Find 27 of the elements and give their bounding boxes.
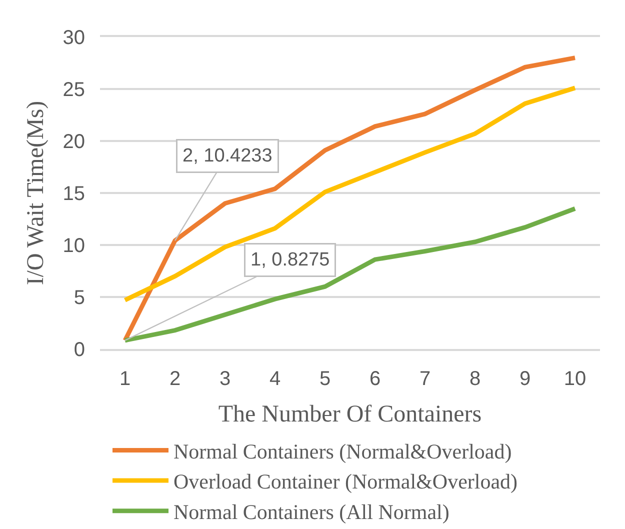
line-series (122, 86, 578, 302)
annotation: 2, 10.4233 (182, 146, 272, 166)
y-tick-label: 10 (62, 235, 85, 257)
x-tick-label: 9 (519, 368, 531, 390)
x-axis-title: The Number Of Containers (218, 402, 482, 428)
x-tick-label: 1 (119, 368, 131, 390)
legend-label: Normal Containers (All Normal) (174, 500, 450, 524)
legend-label: Overload Container (Normal&Overload) (174, 470, 518, 494)
y-axis-title: I/O Wait Time(Ms) (22, 100, 49, 286)
x-tick-label: 5 (319, 368, 331, 390)
y-tick-label: 30 (62, 27, 85, 49)
y-tick-label: 25 (62, 79, 85, 101)
line-series (122, 56, 578, 343)
x-tick-label: 3 (219, 368, 231, 390)
x-tick-label: 8 (469, 368, 481, 390)
x-tick-label: 6 (369, 368, 381, 390)
x-tick-label: 10 (564, 368, 586, 390)
y-tick-label: 5 (74, 287, 85, 309)
x-tick-label: 4 (269, 368, 281, 390)
line-series (122, 206, 578, 343)
annotation: 1, 0.8275 (250, 250, 330, 270)
y-tick-label: 20 (62, 131, 85, 153)
y-tick-label: 15 (62, 183, 85, 205)
legend-label: Normal Containers (Normal&Overload) (174, 439, 512, 464)
x-tick-label: 2 (169, 368, 181, 390)
y-tick-label: 0 (74, 339, 85, 361)
x-tick-label: 7 (419, 368, 431, 390)
